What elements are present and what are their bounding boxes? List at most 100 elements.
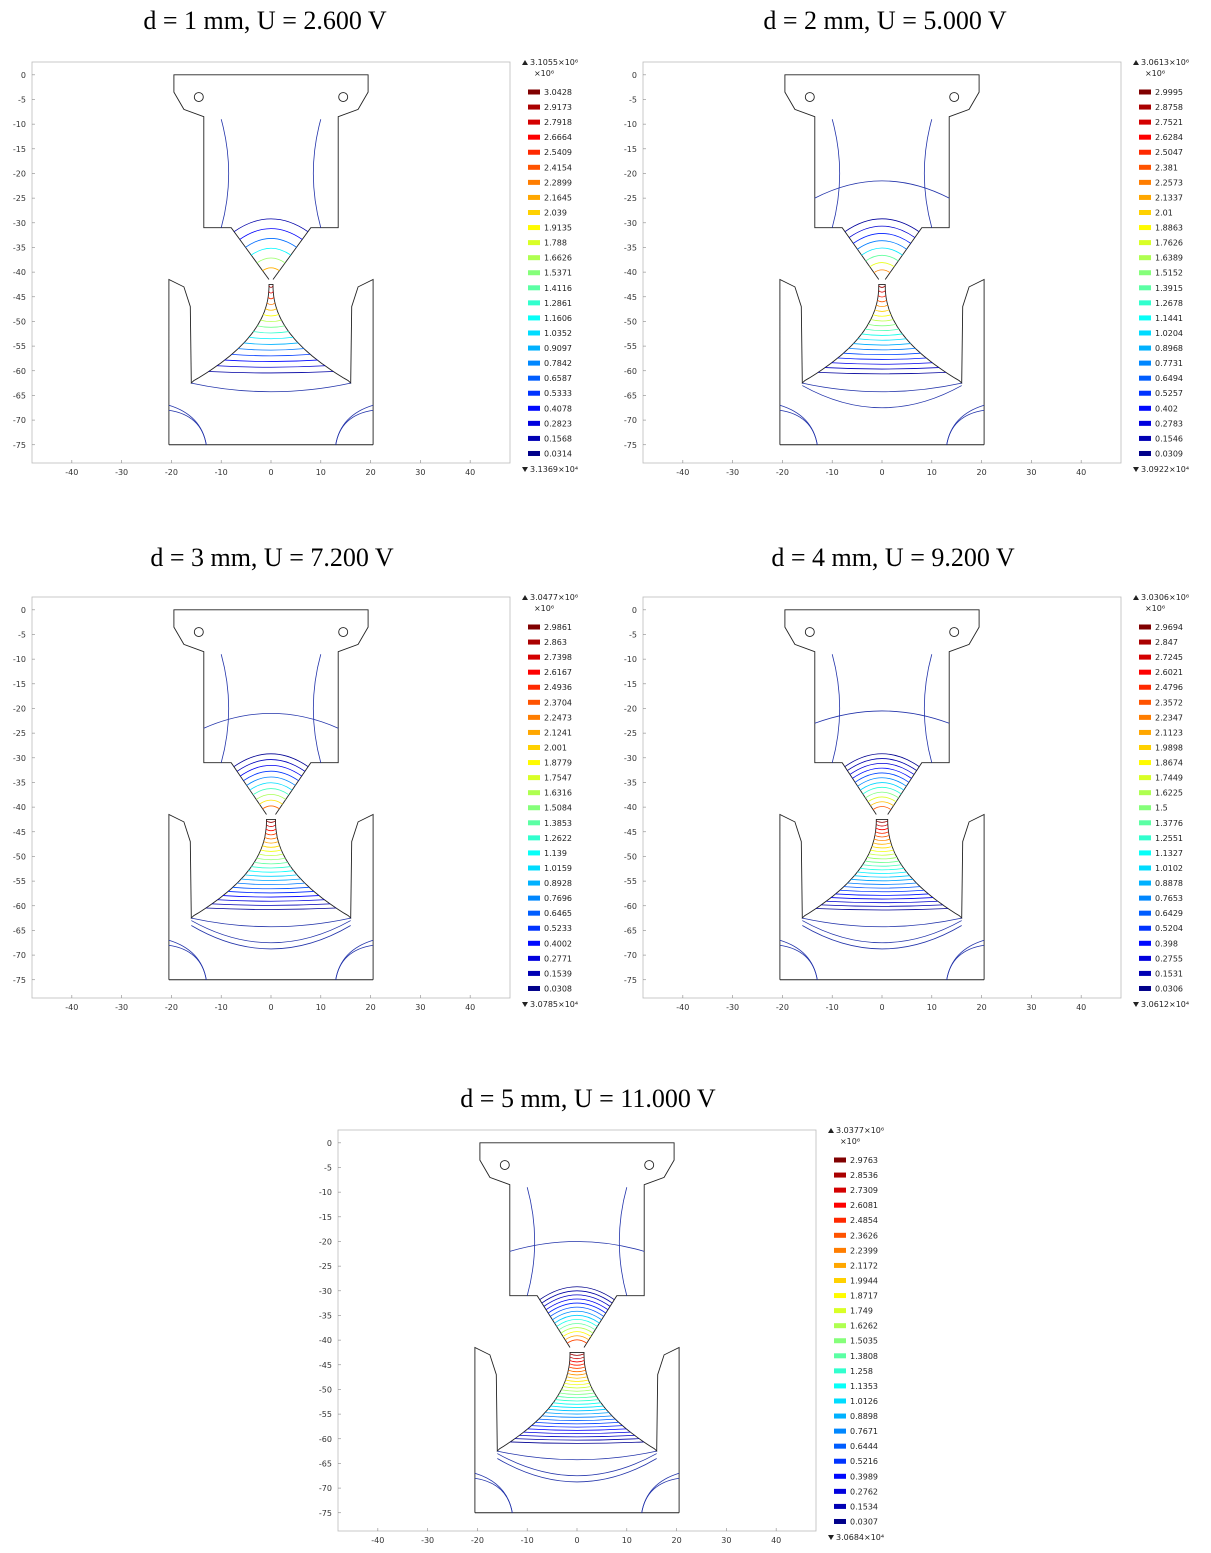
colorbar-label: 2.3626 xyxy=(850,1231,878,1240)
electrode-hole xyxy=(338,92,349,102)
x-tick-label: -10 xyxy=(826,468,839,477)
y-tick-label: -20 xyxy=(624,169,637,178)
colorbar-level xyxy=(528,240,540,246)
contour-line xyxy=(857,240,907,250)
contour-line xyxy=(474,1477,513,1513)
colorbar-unit: ×10⁶ xyxy=(534,604,554,613)
colorbar-label: 0.6429 xyxy=(1155,909,1183,918)
panel: d = 1 mm, U = 2.600 V -40 -30 -20 -10 0 10 20 30… xyxy=(13,6,578,477)
contour-line xyxy=(535,1421,619,1425)
contour-line xyxy=(831,362,933,365)
y-tick-label: -55 xyxy=(13,877,26,886)
y-tick-label: -65 xyxy=(13,926,26,935)
colorbar-label: 2.9995 xyxy=(1155,88,1183,97)
y-tick-label: -70 xyxy=(13,951,26,960)
colorbar-level xyxy=(834,1338,846,1344)
colorbar-level xyxy=(528,880,540,886)
colorbar-level xyxy=(528,134,540,140)
colorbar-level xyxy=(834,1428,846,1434)
colorbar-level xyxy=(834,1413,846,1419)
colorbar-level xyxy=(528,119,540,125)
x-tick-label: -30 xyxy=(115,1003,128,1012)
contour-line xyxy=(872,842,892,845)
y-tick-label: -5 xyxy=(18,95,26,104)
y-tick-label: -55 xyxy=(13,342,26,351)
colorbar-label: 0.5216 xyxy=(850,1457,878,1466)
electrode-hole xyxy=(499,1160,510,1170)
colorbar-level xyxy=(1139,375,1151,381)
x-tick-label: 40 xyxy=(771,1536,781,1545)
colorbar-label: 0.6465 xyxy=(544,909,572,918)
y-tick-label: -10 xyxy=(13,120,26,129)
contour-line xyxy=(851,878,913,882)
colorbar-label: 2.1172 xyxy=(850,1261,878,1270)
colorbar-label: 1.2551 xyxy=(1155,834,1183,843)
contour-line xyxy=(555,1399,599,1402)
colorbar-label: 1.6262 xyxy=(850,1322,878,1331)
x-tick-label: -30 xyxy=(421,1536,434,1545)
panel: d = 2 mm, U = 5.000 V -40 -30 -20 -10 0 10 20 30… xyxy=(624,6,1189,477)
x-tick-label: 20 xyxy=(365,1003,375,1012)
colorbar-level xyxy=(1139,194,1151,200)
min-marker xyxy=(1133,1002,1139,1007)
contour-line xyxy=(862,786,902,795)
y-tick-label: -15 xyxy=(13,145,26,154)
colorbar-level xyxy=(1139,654,1151,660)
contour-line xyxy=(779,409,818,445)
electrode-hole xyxy=(193,92,204,102)
max-marker xyxy=(522,595,528,600)
contour-line xyxy=(253,331,289,334)
colorbar-label: 2.863 xyxy=(544,638,567,647)
contour-line xyxy=(233,753,309,768)
contour-line xyxy=(523,1431,631,1435)
colorbar-label: 1.3915 xyxy=(1155,284,1183,293)
x-tick-label: 30 xyxy=(1026,1003,1036,1012)
colorbar-level xyxy=(1139,104,1151,110)
colorbar-label: 2.2899 xyxy=(544,178,572,187)
contour-line xyxy=(831,654,841,763)
colorbar-label: 0.0308 xyxy=(544,984,572,993)
x-tick-label: 0 xyxy=(574,1536,579,1545)
contour-line xyxy=(258,853,284,856)
y-tick-label: -40 xyxy=(13,803,26,812)
contour-line xyxy=(874,835,890,838)
colorbar-level xyxy=(1139,760,1151,766)
colorbar-level xyxy=(528,104,540,110)
contour-line xyxy=(256,257,286,264)
contour-line xyxy=(779,944,818,980)
contour-line xyxy=(562,1386,592,1389)
colorbar-level xyxy=(528,714,540,720)
contour-line xyxy=(872,806,892,810)
colorbar-label: 0.7696 xyxy=(544,894,572,903)
y-tick-label: 0 xyxy=(327,1139,332,1148)
contour-line xyxy=(566,1376,588,1379)
colorbar-label: 1.5 xyxy=(1155,804,1168,813)
colorbar-label: 0.5233 xyxy=(544,924,572,933)
contour-line xyxy=(818,371,946,375)
x-tick-label: -20 xyxy=(776,468,789,477)
x-tick-label: 40 xyxy=(465,1003,475,1012)
colorbar-level xyxy=(1139,955,1151,961)
colorbar-label: 2.9861 xyxy=(544,623,572,632)
colorbar-level xyxy=(528,895,540,901)
contour-line xyxy=(268,291,274,294)
y-tick-label: -15 xyxy=(624,680,637,689)
colorbar-level xyxy=(1139,624,1151,630)
colorbar-label: 1.0102 xyxy=(1155,864,1183,873)
contour-line xyxy=(168,944,207,980)
contour-line xyxy=(877,299,887,303)
colorbar-level xyxy=(834,1353,846,1359)
y-tick-label: -25 xyxy=(624,194,637,203)
colorbar-level xyxy=(1139,255,1151,261)
colorbar-max: 3.0306×10⁶ xyxy=(1141,593,1189,602)
contour-line xyxy=(568,1369,586,1373)
contour-line xyxy=(552,1310,602,1321)
colorbar-level xyxy=(1139,820,1151,826)
colorbar-level xyxy=(1139,345,1151,351)
x-tick-label: -30 xyxy=(726,468,739,477)
colorbar-level xyxy=(1139,209,1151,215)
colorbar-label: 1.2678 xyxy=(1155,299,1183,308)
colorbar-level xyxy=(528,865,540,871)
min-marker xyxy=(522,1002,528,1007)
colorbar-level xyxy=(1139,119,1151,125)
